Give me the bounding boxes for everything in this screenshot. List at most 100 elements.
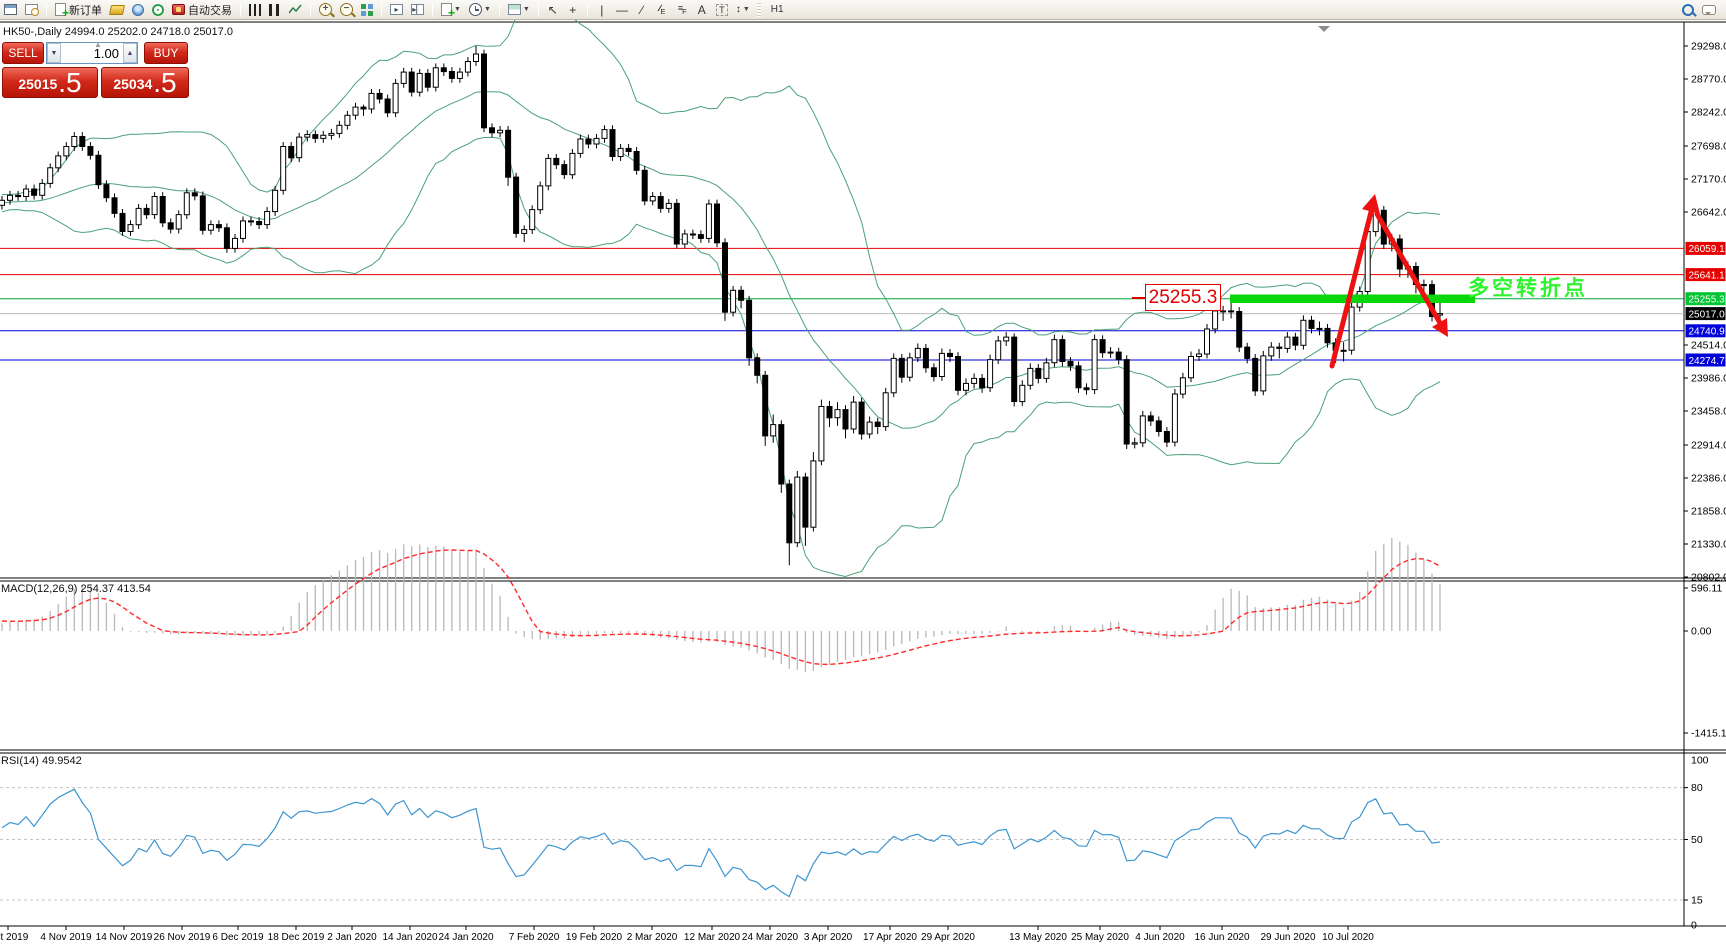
price-badge-label: 25255.3 bbox=[1689, 295, 1726, 306]
bar-chart-button[interactable] bbox=[246, 1, 264, 19]
rsi-tick-label: 80 bbox=[1691, 782, 1703, 794]
sell-quote[interactable]: 25015 .5 bbox=[2, 67, 98, 98]
periods-button[interactable]: ▼ bbox=[466, 1, 494, 19]
time-tick-label: 2 Jan 2020 bbox=[327, 932, 377, 943]
macd-panel bbox=[1, 538, 1441, 672]
arrows-button[interactable]: ↕ ▼ bbox=[733, 1, 753, 19]
toolbar-separator bbox=[432, 2, 433, 17]
price-badge bbox=[1685, 268, 1726, 282]
support-band-annotation[interactable] bbox=[1230, 294, 1475, 304]
toolbar-separator bbox=[586, 2, 588, 17]
time-tick-label: 14 Jan 2020 bbox=[382, 932, 437, 943]
price-axis[interactable]: 29298.0 28770.0 28242.0 27698.0 27170.0 26642… bbox=[1684, 41, 1726, 932]
fibonacci-button[interactable]: ≡F bbox=[673, 1, 691, 19]
line-chart-button[interactable] bbox=[286, 1, 305, 19]
price-tick-label: 21858.0 bbox=[1691, 506, 1726, 518]
cursor-icon: ↖ bbox=[547, 2, 558, 17]
vertical-line-button[interactable]: | bbox=[593, 1, 611, 19]
volume-input[interactable] bbox=[61, 43, 123, 63]
buy-quote[interactable]: 25034 .5 bbox=[101, 67, 189, 98]
time-tick-label: 17 Apr 2020 bbox=[863, 932, 917, 943]
collapse-icon[interactable]: ▲ bbox=[94, 40, 102, 49]
auto-trading-button[interactable]: 自动交易 bbox=[169, 1, 235, 19]
trendline-button[interactable]: ∕ bbox=[633, 1, 651, 19]
price-badge-label: 24740.9 bbox=[1689, 327, 1726, 338]
templates-button[interactable]: ▼ bbox=[505, 1, 533, 19]
text-button[interactable]: A bbox=[693, 1, 711, 19]
chart-annotations[interactable] bbox=[1230, 26, 1475, 369]
time-tick-label: 4 Jun 2020 bbox=[1135, 932, 1185, 943]
market-watch-button[interactable] bbox=[107, 1, 127, 19]
toolbar-separator bbox=[310, 2, 311, 17]
macd-tick-label: 596.11 bbox=[1691, 583, 1722, 595]
volume-decrease-stepper[interactable]: ▼ bbox=[47, 43, 61, 63]
cursor-button[interactable]: ↖ bbox=[544, 1, 562, 19]
chat-button[interactable] bbox=[1699, 1, 1719, 19]
chart-shift-button[interactable]: ▸ bbox=[387, 1, 406, 19]
time-tick-label: 25 May 2020 bbox=[1071, 932, 1129, 943]
auto-scroll-icon: ▸▏ bbox=[411, 4, 424, 15]
horizontal-line-button[interactable]: — bbox=[613, 1, 631, 19]
price-badge bbox=[1685, 307, 1726, 321]
crosshair-button[interactable]: + bbox=[564, 1, 582, 19]
price-badge-label: 24274.7 bbox=[1689, 356, 1726, 367]
time-tick-label: 12 Mar 2020 bbox=[684, 932, 741, 943]
buy-button[interactable]: BUY bbox=[144, 42, 188, 64]
zoom-in-button[interactable]: + bbox=[316, 1, 335, 19]
sell-button[interactable]: SELL bbox=[2, 42, 44, 64]
toolbar-grip[interactable] bbox=[756, 2, 761, 17]
price-level-label[interactable]: 25255.3 bbox=[1132, 284, 1221, 311]
channel-button[interactable]: ∕∕E bbox=[653, 1, 671, 19]
auto-scroll-button[interactable]: ▸▏ bbox=[408, 1, 427, 19]
signals-icon bbox=[152, 3, 164, 16]
search-button[interactable] bbox=[1679, 1, 1697, 19]
rsi-indicator-label: RSI(14) 49.9542 bbox=[1, 755, 82, 767]
zoom-out-button[interactable]: − bbox=[337, 1, 356, 19]
down-arrow-annotation[interactable] bbox=[1374, 211, 1443, 326]
tile-windows-button[interactable] bbox=[358, 1, 376, 19]
time-tick-label: 7 Feb 2020 bbox=[509, 932, 560, 943]
tile-windows-icon bbox=[361, 3, 373, 16]
community-button[interactable] bbox=[129, 1, 147, 19]
scroll-shift-marker[interactable] bbox=[1318, 26, 1330, 32]
up-arrow-annotation[interactable] bbox=[1329, 209, 1374, 369]
price-tick-label: 22914.0 bbox=[1691, 440, 1726, 452]
price-badge bbox=[1685, 241, 1726, 255]
price-tick-label: 26642.0 bbox=[1691, 207, 1726, 219]
new-order-button[interactable]: 新订单 bbox=[52, 1, 105, 20]
chart-frame bbox=[0, 21, 1726, 927]
time-tick-label: 14 Nov 2019 bbox=[96, 932, 153, 943]
price-tick-label: 21330.0 bbox=[1691, 539, 1726, 551]
add-indicator-button[interactable]: ▼ bbox=[438, 1, 464, 20]
time-tick-label: 13 May 2020 bbox=[1009, 932, 1067, 943]
line-chart-icon bbox=[289, 4, 302, 15]
macd-indicator-label: MACD(12,26,9) 254.37 413.54 bbox=[1, 583, 151, 595]
macd-tick-label: 0.00 bbox=[1691, 626, 1712, 638]
horizontal-line-icon: — bbox=[615, 2, 628, 17]
chevron-down-icon: ▼ bbox=[483, 6, 491, 13]
time-tick-label: 24 Jan 2020 bbox=[438, 932, 493, 943]
clock-icon bbox=[468, 3, 482, 16]
price-tick-label: 24514.0 bbox=[1691, 340, 1726, 352]
text-label-button[interactable]: T bbox=[713, 1, 731, 19]
price-badge bbox=[1685, 292, 1726, 306]
new-chart-button[interactable] bbox=[1, 1, 20, 19]
signals-button[interactable] bbox=[149, 1, 167, 19]
main-price-panel bbox=[0, 20, 1684, 578]
candlestick-chart-button[interactable] bbox=[266, 1, 284, 19]
fibonacci-icon: ≡F bbox=[677, 3, 687, 16]
rsi-tick-label: 15 bbox=[1691, 895, 1703, 907]
chart-canvas[interactable]: 29298.0 28770.0 28242.0 27698.0 27170.0 26642… bbox=[0, 20, 1726, 947]
time-tick-label: 10 Jul 2020 bbox=[1322, 932, 1374, 943]
profiles-button[interactable] bbox=[22, 1, 41, 19]
new-order-icon bbox=[55, 3, 69, 20]
gold-icon bbox=[108, 4, 126, 15]
time-tick-label: 4 Nov 2019 bbox=[40, 932, 92, 943]
timeframe-h1[interactable]: H1 bbox=[770, 4, 784, 15]
volume-increase-stepper[interactable]: ▲ bbox=[123, 43, 137, 63]
toolbar-separator bbox=[240, 2, 241, 17]
rsi-line bbox=[1, 788, 1441, 898]
sell-price-main: 25015 bbox=[18, 76, 58, 92]
note-text-annotation[interactable]: 多空转折点 bbox=[1468, 277, 1588, 300]
